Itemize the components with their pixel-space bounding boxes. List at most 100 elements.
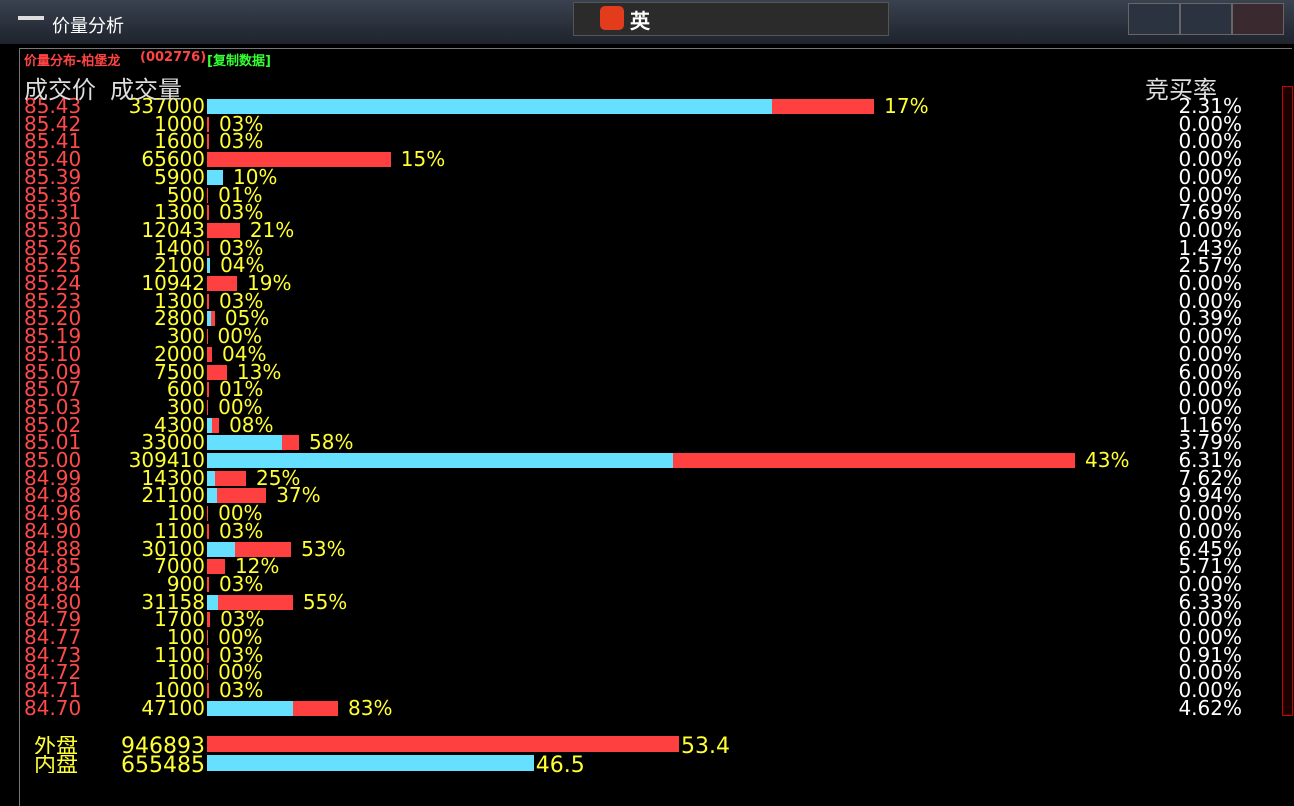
buy-rate: 0.00% xyxy=(1178,291,1242,310)
volume-percent: 01% xyxy=(218,185,263,204)
volume-bar-segment xyxy=(672,453,1075,468)
volume: 10942 xyxy=(141,274,205,292)
price: 85.25 xyxy=(24,256,82,275)
volume-bar-segment xyxy=(207,205,209,221)
volume-percent: 58% xyxy=(309,433,354,452)
buy-rate: 0.00% xyxy=(1178,274,1242,292)
volume-percent: 03% xyxy=(218,114,264,133)
ime-toolbar xyxy=(573,2,889,36)
summary-name: 外盘 xyxy=(34,736,79,754)
price: 85.20 xyxy=(24,309,82,328)
buy-rate: 0.00% xyxy=(1178,167,1242,186)
buy-rate: 0.00% xyxy=(1178,344,1242,363)
pin-icon[interactable] xyxy=(18,16,44,20)
volume-bar-segment xyxy=(207,453,673,468)
price-row: 84.84 900 03% 0.00% xyxy=(20,575,1280,593)
volume-percent: 15% xyxy=(400,150,446,169)
volume-percent: 03% xyxy=(220,610,265,629)
price-row: 85.00 309410 43% 6.31% xyxy=(20,451,1280,469)
volume-bar-segment xyxy=(207,240,209,256)
ime-logo[interactable] xyxy=(600,6,624,30)
volume-percent: 08% xyxy=(229,415,274,434)
volume-bar-segment xyxy=(207,222,240,238)
summary-pct: 46.5 xyxy=(535,755,585,773)
volume-bar-segment xyxy=(217,488,267,504)
volume: 47100 xyxy=(141,698,205,717)
volume-bar-segment xyxy=(207,364,227,380)
volume-bar-segment xyxy=(207,417,213,433)
price: 84.90 xyxy=(24,521,82,540)
volume-percent: 03% xyxy=(218,203,264,222)
volume-bar-segment xyxy=(207,329,208,345)
volume-bar-segment xyxy=(207,700,294,716)
volume-bar-segment xyxy=(207,576,209,592)
volume: 7500 xyxy=(154,362,205,381)
buy-rate: 5.71% xyxy=(1178,557,1242,576)
volume: 1000 xyxy=(154,114,205,133)
volume: 5900 xyxy=(154,167,205,186)
price-row: 84.71 1000 03% 0.00% xyxy=(20,681,1280,699)
price-row: 84.79 1700 03% 0.00% xyxy=(20,610,1280,628)
volume-percent: 04% xyxy=(220,256,265,275)
stock-code: (002776) xyxy=(140,50,207,65)
summary-bar xyxy=(207,736,679,752)
volume: 1400 xyxy=(154,238,205,257)
volume: 100 xyxy=(166,628,205,646)
price-row: 85.43 337000 17% 2.31% xyxy=(20,97,1280,115)
price-row: 84.96 100 00% 0.00% xyxy=(20,504,1280,522)
ime-mode[interactable]: 英 xyxy=(630,9,650,33)
price-row: 85.23 1300 03% 0.00% xyxy=(20,292,1280,310)
volume: 2800 xyxy=(154,309,205,328)
volume-bar-segment xyxy=(207,399,209,415)
buy-rate: 1.16% xyxy=(1178,415,1242,434)
volume-percent: 21% xyxy=(249,220,295,239)
price-row: 84.85 7000 12% 5.71% xyxy=(20,557,1280,575)
price: 85.26 xyxy=(24,238,82,257)
copy-data-link[interactable]: [复制数据] xyxy=(207,54,271,69)
volume-percent: 19% xyxy=(247,274,292,292)
volume: 900 xyxy=(166,574,205,593)
price: 84.71 xyxy=(24,681,82,700)
price-row: 84.77 100 00% 0.00% xyxy=(20,628,1280,646)
price: 85.10 xyxy=(24,344,82,363)
scrollbar[interactable] xyxy=(1282,86,1293,716)
price-row: 84.72 100 00% 0.00% xyxy=(20,663,1280,681)
price: 85.02 xyxy=(24,415,82,434)
volume-percent: 17% xyxy=(884,97,929,115)
volume-bar-segment xyxy=(235,541,292,557)
volume-bar-segment xyxy=(207,506,209,522)
volume-bar-segment xyxy=(207,116,209,132)
price: 84.77 xyxy=(24,628,82,646)
header-price: 成交价 xyxy=(24,76,96,104)
price: 85.24 xyxy=(24,274,82,292)
panel-title: 价量分布-柏堡龙 xyxy=(24,54,121,69)
volume-percent: 03% xyxy=(218,291,264,310)
volume-bar-segment xyxy=(207,594,218,610)
volume-bar-segment xyxy=(207,559,225,575)
volume-bar-segment xyxy=(293,700,338,716)
volume-bar-segment xyxy=(210,311,215,327)
price-row: 85.41 1600 03% 0.00% xyxy=(20,132,1280,150)
price: 85.42 xyxy=(24,114,82,133)
price: 85.00 xyxy=(24,451,82,469)
price: 85.01 xyxy=(24,433,82,452)
buy-rate: 0.00% xyxy=(1178,628,1242,646)
price-row: 85.01 33000 58% 3.79% xyxy=(20,433,1280,451)
price-row: 85.36 500 01% 0.00% xyxy=(20,186,1280,204)
maximize-button[interactable] xyxy=(1180,3,1232,35)
volume-percent: 05% xyxy=(224,309,270,328)
volume-bar-segment xyxy=(207,665,209,681)
volume: 2100 xyxy=(154,256,205,275)
volume-bar-segment xyxy=(212,417,220,433)
buy-rate: 4.62% xyxy=(1178,698,1242,717)
minimize-button[interactable] xyxy=(1128,3,1180,35)
volume: 300 xyxy=(166,397,205,416)
price-row: 85.26 1400 03% 1.43% xyxy=(20,239,1280,257)
volume-percent: 00% xyxy=(218,663,263,682)
volume: 1700 xyxy=(154,610,205,629)
close-button[interactable] xyxy=(1232,3,1284,35)
volume: 4300 xyxy=(154,415,205,434)
volume-bar-segment xyxy=(207,169,223,185)
summary-value: 946893 xyxy=(121,736,205,754)
